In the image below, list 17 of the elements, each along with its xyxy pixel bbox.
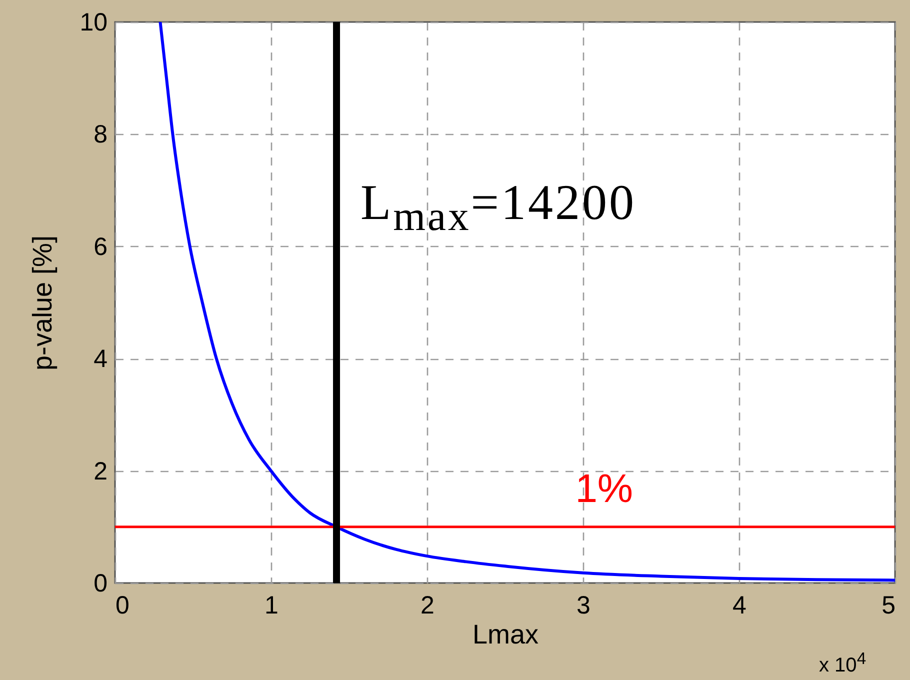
x-axis-title: Lmax bbox=[472, 620, 540, 650]
x-tick-label: 1 bbox=[264, 592, 278, 620]
annotation: L$_{max}$=14200 bbox=[360, 174, 636, 240]
text: x 10$^{4}$ bbox=[819, 649, 866, 677]
x-tick-label: 5 bbox=[882, 592, 896, 620]
x-tick-label: 0 bbox=[116, 592, 130, 620]
y-tick-label: 2 bbox=[94, 457, 108, 486]
x-tick-label: 4 bbox=[732, 592, 747, 620]
y-tick-label: 8 bbox=[94, 120, 108, 149]
y-tick-label: 4 bbox=[94, 345, 108, 374]
y-tick-label: 0 bbox=[94, 570, 108, 598]
ref-line-label: 1% bbox=[575, 466, 633, 511]
y-tick-label: 10 bbox=[80, 8, 108, 36]
x-tick-label: 3 bbox=[576, 592, 590, 620]
y-axis-title: p-value [%] bbox=[28, 235, 58, 371]
y-tick-label: 6 bbox=[94, 232, 108, 261]
x-tick-label: 2 bbox=[420, 592, 434, 620]
